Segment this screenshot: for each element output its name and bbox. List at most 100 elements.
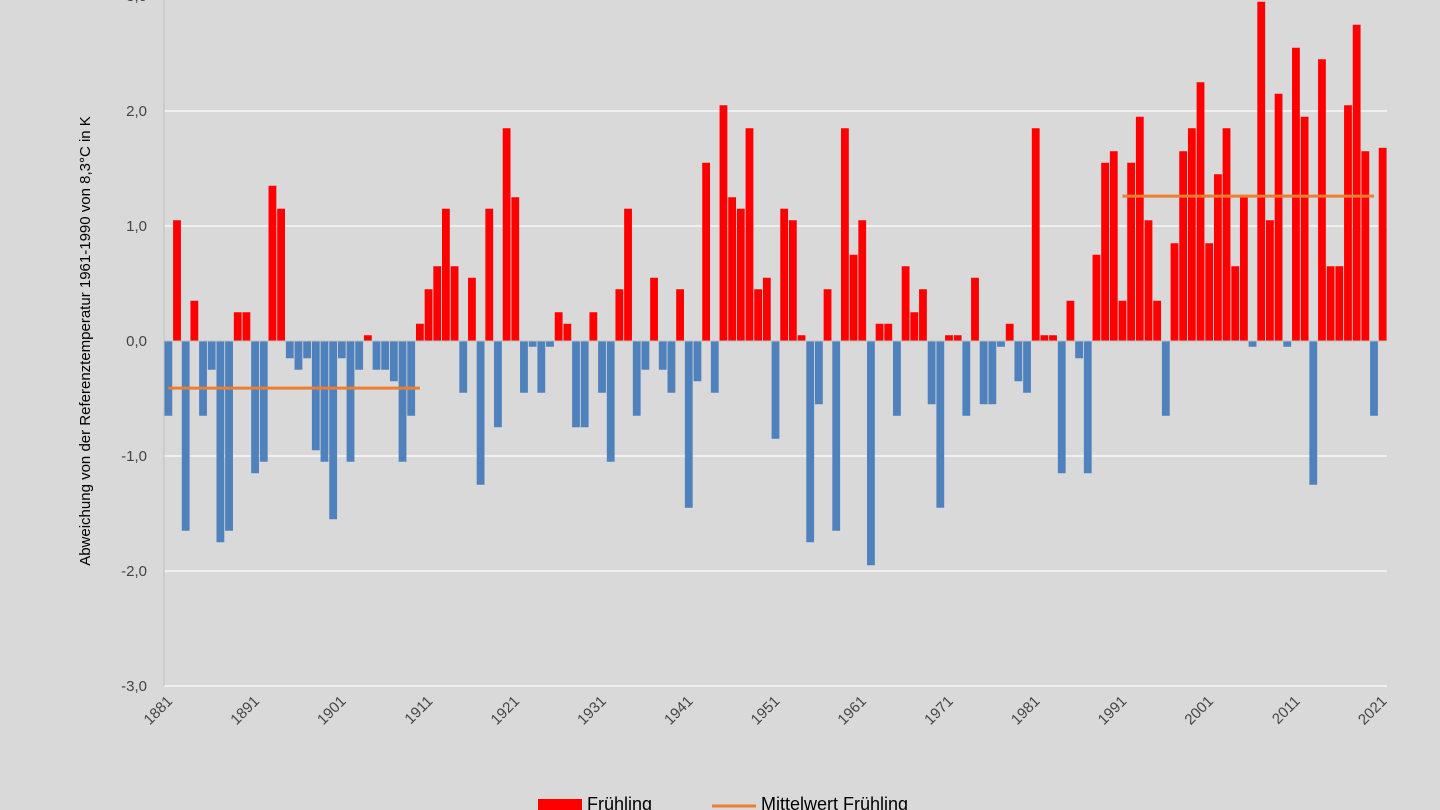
bar-1910 [415, 323, 424, 341]
bar-2005 [1239, 197, 1248, 341]
bar-1938 [658, 341, 667, 370]
bar-2011 [1292, 47, 1300, 341]
bar-1888 [225, 341, 233, 531]
bar-1948 [745, 128, 754, 341]
bar-1959 [840, 128, 849, 341]
bar-1951 [771, 341, 780, 439]
bar-1928 [572, 341, 580, 428]
bar-1985 [1066, 300, 1075, 341]
bar-2003 [1222, 128, 1231, 341]
bar-1918 [485, 208, 494, 341]
bar-1973 [962, 341, 971, 416]
x-tick-label: 2001 [1181, 693, 1217, 729]
bar-1894 [277, 208, 285, 341]
legend-label-mittelwert: Mittelwert Frühling [761, 794, 908, 810]
bar-1930 [589, 312, 598, 341]
y-tick-label: -2,0 [121, 563, 147, 580]
bar-1996 [1161, 341, 1170, 416]
bar-1997 [1170, 243, 1179, 341]
x-tick-label: 1941 [661, 693, 697, 729]
bar-1964 [884, 323, 893, 341]
bar-1954 [797, 335, 806, 341]
bar-1929 [580, 341, 589, 428]
bar-1971 [945, 335, 953, 341]
bar-1986 [1075, 341, 1083, 359]
bar-1936 [641, 341, 650, 370]
bar-1939 [667, 341, 676, 393]
x-tick-label: 1891 [227, 693, 263, 729]
bar-2002 [1213, 174, 1222, 341]
bar-2001 [1205, 243, 1214, 341]
bar-1913 [441, 208, 450, 341]
bar-1902 [346, 341, 355, 462]
x-tick-label: 1901 [314, 693, 350, 729]
bar-1883 [181, 341, 190, 531]
bar-2021 [1378, 147, 1387, 341]
bar-2006 [1248, 341, 1257, 347]
y-tick-label: 2,0 [126, 103, 147, 120]
bar-1943 [702, 162, 711, 341]
x-tick-label: 2021 [1355, 693, 1391, 729]
bar-1895 [285, 341, 294, 359]
bar-2007 [1257, 1, 1266, 341]
bar-1966 [901, 266, 910, 341]
y-axis-title: Abweichung von der Referenztemperatur 19… [77, 116, 94, 566]
bar-1881 [164, 341, 173, 416]
bar-1961 [858, 220, 867, 341]
bar-1942 [693, 341, 702, 382]
bar-1953 [788, 220, 797, 341]
bar-1915 [459, 341, 468, 393]
bar-1970 [936, 341, 945, 508]
bar-1980 [1023, 341, 1031, 393]
bar-1969 [927, 341, 936, 405]
bars [164, 1, 1387, 566]
y-tick-label: 3,0 [126, 0, 147, 5]
bar-1977 [997, 341, 1005, 347]
bar-1886 [207, 341, 216, 370]
bar-2020 [1370, 341, 1378, 416]
bar-1909 [407, 341, 416, 416]
bar-1995 [1153, 300, 1162, 341]
bar-1979 [1014, 341, 1023, 382]
bar-1989 [1101, 162, 1110, 341]
bar-2014 [1318, 59, 1326, 341]
bar-1947 [736, 208, 745, 341]
bar-1956 [814, 341, 823, 405]
bar-1914 [450, 266, 459, 341]
bar-1991 [1118, 300, 1127, 341]
bar-1975 [979, 341, 988, 405]
bar-1952 [780, 208, 789, 341]
bar-1972 [953, 335, 962, 341]
bar-1906 [381, 341, 390, 370]
bar-1944 [710, 341, 719, 393]
legend: Frühling Mittelwert Frühling [538, 794, 908, 810]
bar-2013 [1309, 341, 1318, 485]
bar-1885 [199, 341, 207, 416]
legend-swatch-fruehling [538, 799, 582, 810]
bar-1984 [1057, 341, 1066, 474]
x-tick-label: 2011 [1269, 693, 1304, 728]
bar-1983 [1049, 335, 1057, 341]
bar-2015 [1326, 266, 1335, 341]
bar-1932 [606, 341, 615, 462]
bar-1911 [424, 289, 433, 341]
x-tick-label: 1921 [488, 693, 524, 729]
x-tick-label: 1981 [1008, 693, 1044, 729]
bar-1963 [875, 323, 884, 341]
bar-1893 [268, 185, 277, 341]
bar-1976 [988, 341, 997, 405]
bar-1981 [1031, 128, 1040, 341]
bar-1937 [650, 277, 658, 341]
bar-1962 [867, 341, 875, 566]
x-tick-label: 1881 [141, 693, 177, 729]
bar-1965 [893, 341, 901, 416]
bar-1992 [1127, 162, 1136, 341]
bar-1921 [511, 197, 520, 341]
bar-1908 [398, 341, 407, 462]
bar-1987 [1083, 341, 1092, 474]
bar-1967 [910, 312, 919, 341]
bar-1946 [728, 197, 737, 341]
bar-1934 [624, 208, 632, 341]
